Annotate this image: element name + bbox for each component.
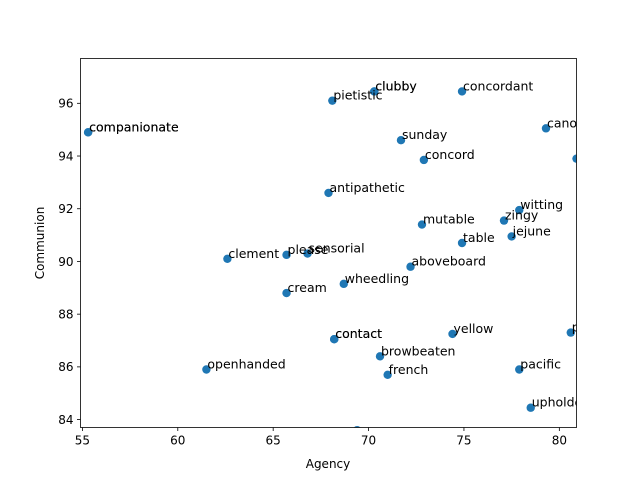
point-label: contact bbox=[335, 326, 382, 341]
data-point bbox=[406, 262, 415, 271]
point-label: concordant bbox=[463, 78, 533, 93]
data-point bbox=[330, 335, 339, 344]
data-point bbox=[515, 205, 524, 215]
point-label: pietistic bbox=[333, 88, 382, 103]
x-tick-label: 65 bbox=[266, 434, 281, 448]
point-label: clement bbox=[228, 246, 279, 261]
point-label: clubby bbox=[375, 78, 417, 93]
data-point bbox=[417, 220, 427, 229]
y-tick-label: 96 bbox=[58, 97, 73, 111]
data-point bbox=[541, 124, 551, 133]
point-label: sunday bbox=[402, 127, 448, 142]
data-point bbox=[370, 87, 379, 96]
plot-frame bbox=[80, 58, 577, 428]
point-label: openhanded bbox=[207, 357, 285, 372]
y-axis-label: Communion bbox=[33, 207, 47, 280]
data-point bbox=[339, 279, 348, 289]
y-tick-label: 94 bbox=[58, 149, 73, 163]
data-point bbox=[419, 155, 429, 165]
data-point bbox=[202, 365, 211, 374]
data-point bbox=[383, 370, 392, 379]
point-label: companionate bbox=[89, 119, 179, 134]
data-point bbox=[507, 232, 516, 241]
data-point bbox=[515, 365, 524, 374]
point-label: companionate bbox=[89, 119, 179, 134]
point-label: browbeaten bbox=[381, 343, 455, 358]
data-point bbox=[566, 328, 575, 337]
data-point bbox=[448, 329, 457, 339]
y-tick-label: 86 bbox=[58, 360, 73, 374]
point-label: aboveboard bbox=[412, 254, 486, 269]
point-label: french bbox=[389, 362, 429, 377]
x-axis-label: Agency bbox=[306, 457, 351, 471]
point-label: pacific bbox=[520, 357, 561, 372]
data-point bbox=[328, 96, 337, 105]
point-label: sensorial bbox=[309, 241, 365, 256]
data-point bbox=[282, 250, 291, 260]
x-tick-label: 80 bbox=[552, 434, 567, 448]
data-point bbox=[324, 188, 333, 198]
point-label: concord bbox=[425, 147, 475, 162]
data-point bbox=[223, 254, 232, 264]
axes: 55 60 65 70 75 80 84 86 88 90 92 94 96 bbox=[58, 97, 567, 448]
data-point bbox=[526, 403, 535, 412]
point-label: cream bbox=[288, 280, 327, 295]
point-label: clubby bbox=[375, 78, 417, 93]
x-tick-label: 55 bbox=[75, 434, 90, 448]
point-label: prolix bbox=[572, 320, 607, 335]
point-label: please bbox=[288, 242, 329, 257]
data-point bbox=[282, 288, 291, 298]
point-label: contact bbox=[335, 326, 382, 341]
data-point bbox=[457, 87, 467, 96]
point-label: zingy bbox=[505, 208, 539, 223]
data-point bbox=[375, 352, 385, 361]
point-label: wheedling bbox=[345, 271, 409, 286]
point-label: canonical bbox=[547, 115, 607, 130]
y-tick-label: 84 bbox=[58, 413, 73, 427]
point-label: jejune bbox=[512, 223, 551, 238]
data-point bbox=[499, 216, 509, 225]
point-label: antipathetic bbox=[330, 180, 405, 195]
data-point bbox=[572, 154, 577, 163]
data-point bbox=[396, 136, 406, 145]
x-tick-label: 75 bbox=[456, 434, 471, 448]
y-tick-label: 90 bbox=[58, 255, 73, 269]
data-point bbox=[457, 238, 467, 248]
point-label: table bbox=[463, 230, 495, 245]
point-label: mutable bbox=[423, 212, 475, 227]
data-point bbox=[303, 249, 312, 258]
point-label: witting bbox=[520, 197, 563, 212]
point-label: yellow bbox=[454, 321, 494, 336]
data-point bbox=[83, 128, 93, 137]
x-tick-label: 70 bbox=[361, 434, 376, 448]
point-label: upholder bbox=[532, 395, 589, 410]
x-tick-label: 60 bbox=[170, 434, 185, 448]
y-tick-label: 92 bbox=[58, 202, 73, 216]
y-tick-label: 88 bbox=[58, 307, 73, 321]
